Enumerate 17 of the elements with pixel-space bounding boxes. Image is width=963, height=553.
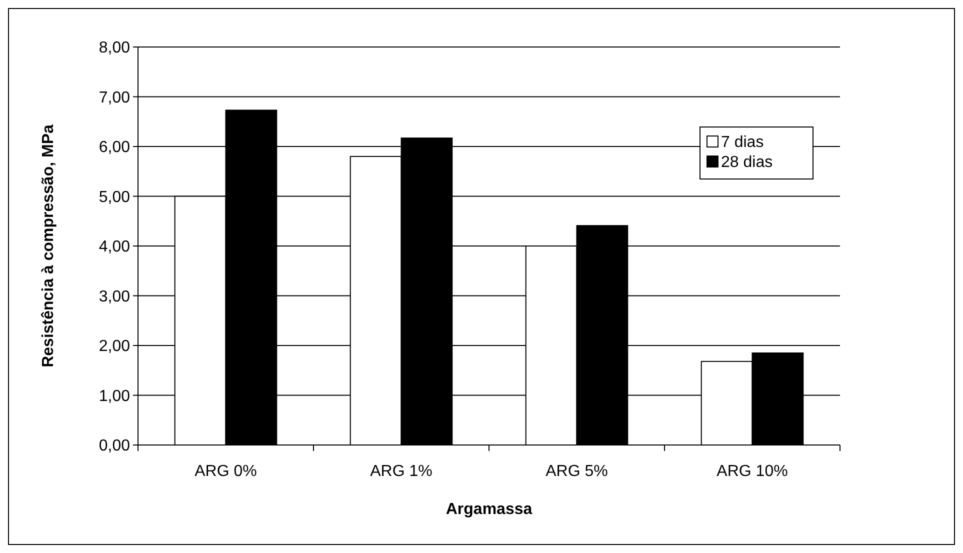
y-tick-label: 4,00: [98, 238, 130, 256]
y-tick-label: 1,00: [98, 388, 130, 405]
x-tick-label: ARG 5%: [546, 463, 608, 480]
x-tick-label: ARG 1%: [370, 463, 432, 480]
y-tick-label: 2,00: [98, 338, 130, 356]
y-tick-label: 0,00: [98, 438, 130, 455]
legend-label: 7 dias: [721, 134, 764, 151]
x-tick-label: ARG 0%: [194, 463, 257, 480]
x-tick-label: ARG 10%: [716, 463, 788, 480]
y-tick-label: 7,00: [98, 89, 130, 106]
y-tick-label: 3,00: [98, 288, 130, 306]
y-tick-label: 6,00: [98, 139, 130, 156]
y-tick-label: 5,00: [98, 188, 130, 206]
legend-label: 28 dias: [721, 154, 773, 171]
y-tick-label: 8,00: [98, 40, 130, 57]
y-axis-title: Resistência à compressão, MPa: [40, 124, 57, 368]
x-axis-title: Argamassa: [446, 501, 532, 518]
